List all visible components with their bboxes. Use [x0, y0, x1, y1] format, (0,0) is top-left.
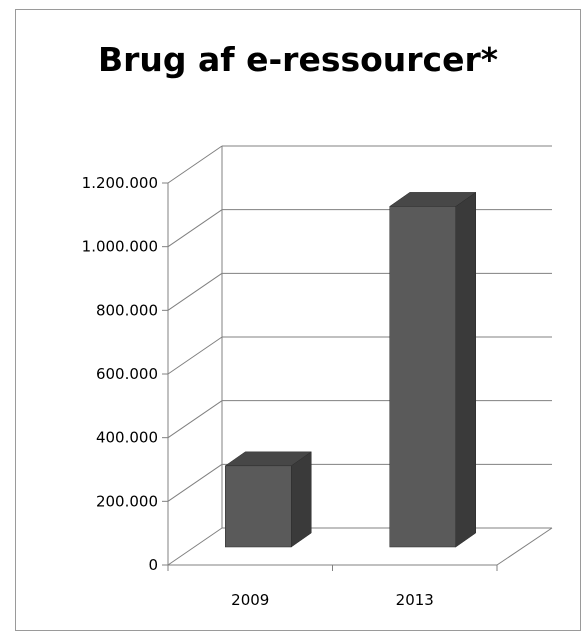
gridline-side [167, 272, 223, 311]
x-tick-label: 2009 [231, 591, 269, 609]
gridline-side [167, 209, 223, 248]
gridline-side [167, 463, 223, 502]
floor-right-edge [496, 527, 553, 566]
chart-title: Brug af e-ressourcer* [97, 40, 499, 79]
y-tick-label: 800.000 [96, 301, 158, 319]
gridline-side [167, 400, 223, 439]
bar-side-2009 [291, 451, 312, 548]
bar-2013 [389, 206, 456, 548]
bar-2009 [225, 465, 292, 548]
gridline-side [167, 336, 223, 375]
y-tick-label: 600.000 [96, 365, 158, 383]
gridline-side [167, 145, 223, 184]
y-tick-label: 0 [148, 556, 158, 574]
x-tick-label: 2013 [396, 591, 434, 609]
y-tick-label: 1.000.000 [82, 238, 158, 256]
y-tick-label: 200.000 [96, 492, 158, 510]
y-tick-label: 1.200.000 [82, 174, 158, 192]
bar-side-2013 [455, 191, 476, 548]
y-tick-label: 400.000 [96, 429, 158, 447]
gridline-side [167, 527, 223, 566]
